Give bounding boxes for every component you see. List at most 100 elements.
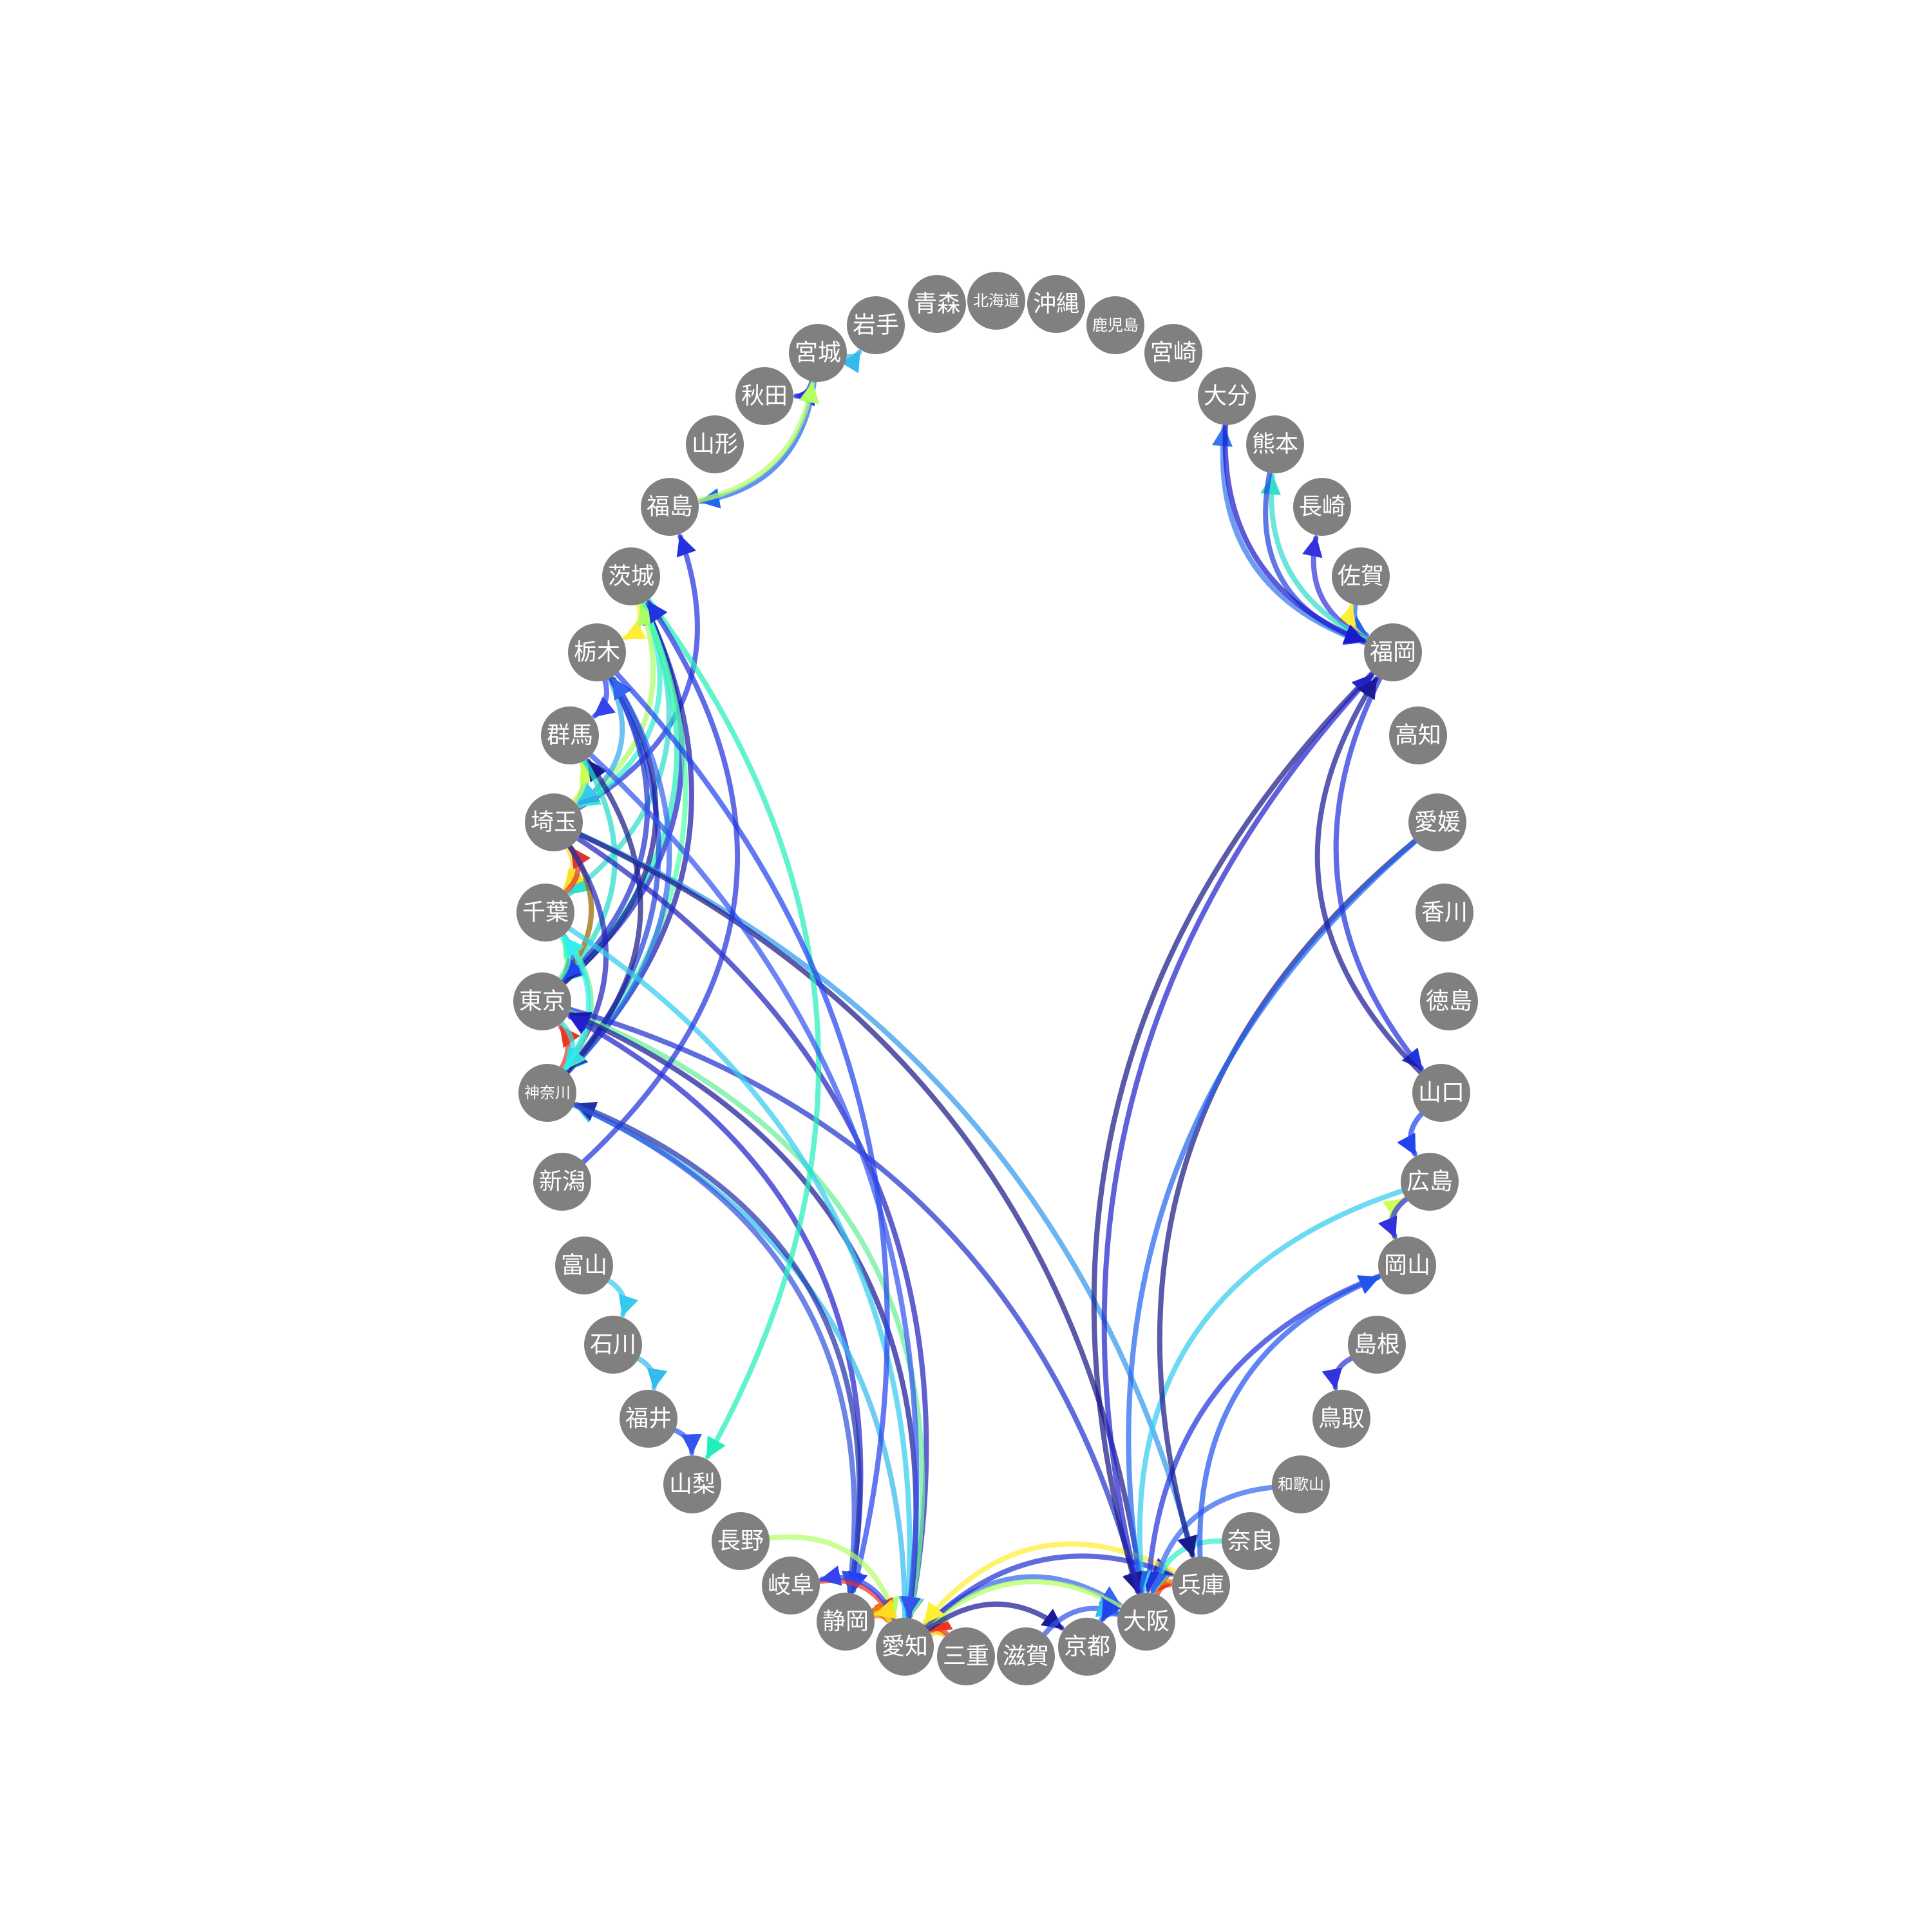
node-kagawa-circle <box>1416 884 1473 942</box>
node-gifu: 岐阜 <box>762 1557 820 1615</box>
node-ishikawa: 石川 <box>584 1316 642 1374</box>
node-chiba-circle <box>516 884 574 942</box>
node-osaka: 大阪 <box>1117 1593 1175 1651</box>
node-niigata: 新潟 <box>533 1153 591 1211</box>
node-okayama: 岡山 <box>1378 1236 1436 1294</box>
node-shiga: 滋賀 <box>997 1627 1055 1685</box>
edge-tokyo-to-osaka <box>567 1007 1144 1594</box>
node-ehime: 愛媛 <box>1408 793 1466 851</box>
node-okayama-label: 岡山 <box>1384 1253 1430 1279</box>
edge-mie-to-aichi <box>929 1611 953 1637</box>
node-kochi-circle <box>1389 706 1447 764</box>
edge-aichi-to-kyoto <box>925 1601 1065 1633</box>
edge-fukuoka-to-osaka <box>1091 670 1376 1594</box>
node-saitama-label: 埼玉 <box>531 810 577 836</box>
node-yamanashi: 山梨 <box>663 1455 721 1513</box>
edge-wakayama-to-osaka <box>1147 1484 1275 1594</box>
edge-fukuoka-to-kumamoto <box>1260 473 1370 643</box>
node-gunma-circle <box>541 706 599 764</box>
node-yamaguchi-label: 山口 <box>1418 1080 1464 1106</box>
edge-okayama-to-osaka <box>1139 1273 1383 1593</box>
edge-fukuoka-to-oita <box>1212 424 1368 646</box>
node-nara: 奈良 <box>1222 1512 1280 1570</box>
node-layer: 青森 北海道 沖縄鹿児島宮崎大分熊本長崎佐賀福岡高知愛媛香川徳島山口広島岡山島根鳥取… <box>513 272 1478 1685</box>
node-kochi: 高知 <box>1389 706 1447 764</box>
node-kumamoto-label: 熊本 <box>1252 431 1298 458</box>
node-mie: 三重 <box>937 1627 995 1685</box>
node-tochigi: 栃木 <box>568 623 626 681</box>
node-chiba-label: 千葉 <box>522 900 569 926</box>
edge-ibaraki-to-yamanashi <box>646 597 821 1460</box>
node-gunma: 群馬 <box>541 706 599 764</box>
node-fukushima-label: 福島 <box>647 494 693 520</box>
edge-saitama-to-hyogo <box>578 831 1198 1558</box>
node-osaka-circle <box>1117 1593 1175 1651</box>
node-tottori: 鳥取 <box>1312 1390 1370 1448</box>
node-kumamoto-circle <box>1246 415 1304 473</box>
node-nagano: 長野 <box>712 1512 770 1570</box>
node-mie-label: 三重 <box>943 1643 989 1670</box>
node-nagasaki: 長崎 <box>1293 478 1351 536</box>
node-ehime-circle <box>1408 793 1466 851</box>
node-tokushima: 徳島 <box>1420 972 1478 1030</box>
edge-tokyo-to-aichi <box>566 1009 925 1618</box>
node-fukuoka-circle <box>1364 623 1422 681</box>
node-ibaraki: 茨城 <box>602 547 660 605</box>
node-okinawa-label: 沖縄 <box>1033 291 1079 317</box>
node-hiroshima: 広島 <box>1401 1153 1459 1211</box>
node-aomori: 青森 <box>908 275 966 333</box>
node-yamaguchi-circle <box>1412 1064 1470 1122</box>
edge-miyagi-to-iwate <box>840 349 862 374</box>
node-saitama-circle <box>525 793 583 851</box>
edge-shizuoka-to-kanagawa <box>574 1101 862 1596</box>
node-shimane: 島根 <box>1348 1316 1406 1374</box>
edge-osaka-to-kyoto <box>1100 1598 1121 1622</box>
edge-aichi-to-shizuoka <box>873 1599 897 1624</box>
node-oita-label: 大分 <box>1204 383 1250 410</box>
node-mie-circle <box>937 1627 995 1685</box>
edge-hiroshima-to-okayama <box>1378 1197 1409 1239</box>
node-oita-circle <box>1198 367 1256 425</box>
node-iwate: 岩手 <box>847 296 905 354</box>
node-hiroshima-circle <box>1401 1153 1459 1211</box>
node-niigata-label: 新潟 <box>539 1169 585 1195</box>
node-saga-circle <box>1332 547 1390 605</box>
node-miyagi-label: 宮城 <box>795 340 841 366</box>
node-toyama-label: 富山 <box>561 1253 607 1279</box>
edge-chiba-to-aichi <box>567 926 919 1618</box>
node-tokushima-label: 徳島 <box>1426 989 1472 1015</box>
node-ehime-label: 愛媛 <box>1414 810 1461 836</box>
edge-fukui-to-yamanashi <box>672 1427 702 1455</box>
node-oita: 大分 <box>1198 367 1256 425</box>
edge-fukushima-to-miyagi <box>696 381 820 504</box>
node-kanagawa-circle <box>518 1064 576 1122</box>
node-miyagi: 宮城 <box>789 324 847 382</box>
node-nagasaki-label: 長崎 <box>1299 494 1345 520</box>
node-kumamoto: 熊本 <box>1246 415 1304 473</box>
node-aichi-label: 愛知 <box>882 1634 928 1660</box>
node-fukui: 福井 <box>620 1390 677 1448</box>
node-wakayama-circle <box>1272 1455 1330 1513</box>
edge-hiroshima-to-osaka <box>1130 1188 1405 1593</box>
node-wakayama: 和歌山 <box>1272 1455 1330 1513</box>
node-yamaguchi: 山口 <box>1412 1064 1470 1122</box>
node-nara-circle <box>1222 1512 1280 1570</box>
node-hyogo-label: 兵庫 <box>1178 1573 1224 1599</box>
node-gifu-label: 岐阜 <box>768 1573 814 1599</box>
node-tokyo-label: 東京 <box>519 989 565 1015</box>
node-miyazaki-label: 宮崎 <box>1150 340 1197 366</box>
edge-layer <box>557 349 1425 1638</box>
node-shizuoka: 静岡 <box>817 1593 875 1651</box>
node-kyoto-circle <box>1058 1618 1116 1676</box>
node-wakayama-label: 和歌山 <box>1278 1475 1324 1493</box>
node-shizuoka-circle <box>817 1593 875 1651</box>
node-ibaraki-label: 茨城 <box>608 564 654 590</box>
edge-ibaraki-to-tochigi <box>622 601 647 641</box>
node-iwate-circle <box>847 296 905 354</box>
edge-aichi-to-mie <box>922 1614 946 1638</box>
node-yamagata-label: 山形 <box>692 431 738 458</box>
node-fukui-label: 福井 <box>625 1406 672 1432</box>
edge-yamaguchi-to-fukuoka <box>1314 676 1424 1075</box>
node-kyoto: 京都 <box>1058 1618 1116 1676</box>
